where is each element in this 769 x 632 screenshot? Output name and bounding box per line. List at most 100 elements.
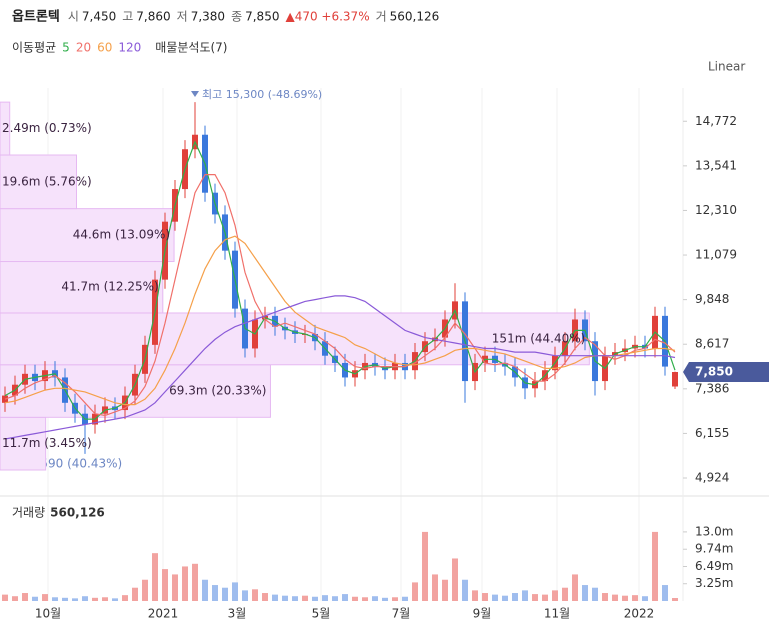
- volume-bar: [482, 593, 488, 601]
- y-tick-label: 13,541: [695, 158, 737, 172]
- volume-bar: [592, 587, 598, 601]
- volume-bar: [672, 598, 678, 601]
- volume-bar: [372, 596, 378, 601]
- profile-label: 41.7m (12.25%): [61, 280, 158, 294]
- volume-bar: [622, 595, 628, 601]
- profile-bar: [0, 208, 175, 263]
- x-tick-label: 9월: [473, 607, 492, 621]
- legend-entry: 120: [118, 41, 141, 55]
- quote-label: 거: [376, 10, 387, 24]
- quote-label: 고: [122, 10, 133, 24]
- profile-label: 151m (44.40%): [492, 331, 586, 345]
- volume-title: 거래량: [12, 506, 45, 520]
- legend-entry: 60: [97, 41, 112, 55]
- ma-line: [4, 235, 676, 406]
- volume-bar: [292, 596, 298, 601]
- volume-bar: [52, 597, 58, 601]
- profile-bar: [0, 416, 47, 471]
- quote-label: 저: [177, 10, 188, 24]
- volume-bar: [322, 595, 328, 601]
- profile-bar: [0, 101, 11, 156]
- ma-line: [4, 174, 676, 417]
- legend-entry: 20: [76, 41, 91, 55]
- volume-bar: [602, 593, 608, 601]
- volume-bar: [102, 597, 108, 601]
- candle-body: [672, 372, 678, 387]
- volume-bar: [122, 595, 128, 601]
- volume-bar: [462, 579, 468, 601]
- volume-bar: [572, 574, 578, 601]
- volume-bar: [662, 585, 668, 601]
- volume-bar: [252, 589, 258, 601]
- volume-bar: [362, 597, 368, 601]
- volume-bar: [652, 531, 658, 601]
- volume-bar: [392, 597, 398, 601]
- volume-bar: [222, 587, 228, 601]
- scale-selector[interactable]: Linear: [708, 60, 745, 74]
- volume-bar: [82, 596, 88, 601]
- volume-bar: [452, 558, 458, 601]
- max-annotation: 최고 15,300 (-48.69%): [202, 88, 322, 101]
- volume-bar: [72, 598, 78, 601]
- volume-bar: [382, 597, 388, 601]
- legend-profile: 매물분석도(7): [155, 41, 227, 55]
- volume-bar: [242, 590, 248, 601]
- volume-bar: [202, 579, 208, 601]
- volume-bar: [112, 598, 118, 601]
- profile-label: 2.49m (0.73%): [2, 121, 92, 135]
- volume-bar: [32, 596, 38, 601]
- volume-tick-label: 6.49m: [695, 559, 733, 573]
- profile-label: 11.7m (3.45%): [2, 436, 92, 450]
- volume-bar: [402, 596, 408, 601]
- volume-bar: [92, 597, 98, 601]
- profile-bar: [0, 261, 164, 314]
- volume-bar: [352, 596, 358, 601]
- volume-tick-label: 3.25m: [695, 576, 733, 590]
- volume-bar: [42, 594, 48, 601]
- volume-bar: [422, 531, 428, 601]
- y-tick-label: 6,155: [695, 426, 729, 440]
- y-tick-label: 12,310: [695, 203, 737, 217]
- volume-bar: [342, 594, 348, 601]
- y-tick-label: 7,386: [695, 381, 729, 395]
- volume-bar: [132, 587, 138, 601]
- volume-bar: [192, 563, 198, 601]
- quote-value: 7,850: [245, 10, 279, 24]
- quote-change: ▲470 +6.37%: [285, 10, 369, 24]
- ma-line: [4, 295, 676, 440]
- volume-bar: [512, 593, 518, 601]
- x-tick-label: 2021: [148, 607, 179, 621]
- volume-bar: [442, 579, 448, 601]
- quote-value: 560,126: [390, 10, 440, 24]
- y-tick-label: 4,924: [695, 471, 729, 485]
- x-tick-label: 10월: [35, 607, 61, 621]
- max-marker: [191, 91, 199, 97]
- volume-bar: [62, 597, 68, 601]
- volume-last: 560,126: [50, 506, 105, 520]
- y-tick-label: 8,617: [695, 337, 729, 351]
- volume-bar: [472, 590, 478, 601]
- volume-bar: [142, 579, 148, 601]
- legend-title: 이동평균: [12, 41, 56, 55]
- volume-bar: [302, 595, 308, 601]
- quote-value: 7,860: [136, 10, 170, 24]
- volume-bar: [502, 595, 508, 601]
- volume-bar: [152, 553, 158, 601]
- volume-bar: [492, 594, 498, 601]
- quote-label: 시: [68, 10, 79, 24]
- volume-bar: [612, 594, 618, 601]
- volume-bar: [12, 596, 18, 601]
- volume-bar: [22, 593, 28, 601]
- stock-name: 옵트론텍: [12, 9, 60, 25]
- volume-bar: [182, 566, 188, 601]
- volume-bar: [582, 585, 588, 601]
- volume-bar: [2, 594, 8, 601]
- last-price-tag: [683, 362, 769, 383]
- quote-label: 종: [231, 10, 242, 24]
- volume-bar: [632, 595, 638, 601]
- volume-bar: [642, 596, 648, 601]
- profile-label: 44.6m (13.09%): [73, 228, 170, 242]
- x-tick-label: 11월: [544, 607, 570, 621]
